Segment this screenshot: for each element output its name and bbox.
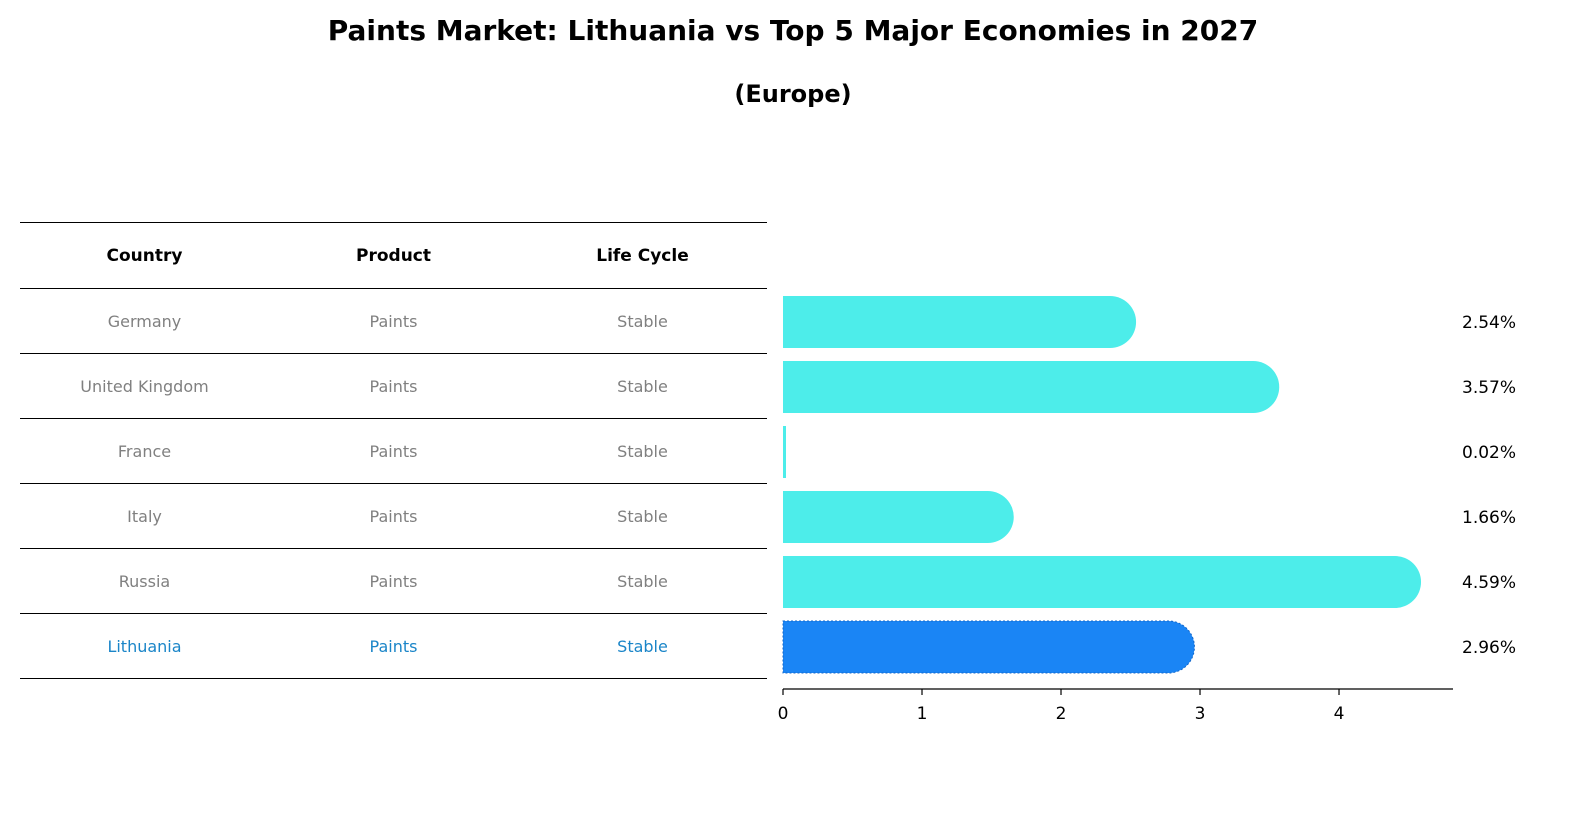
cell-product: Paints xyxy=(369,506,418,526)
chart-subtitle: (Europe) xyxy=(734,80,852,108)
bar-italy xyxy=(783,491,1014,543)
table-row: Germany Paints Stable xyxy=(20,289,767,354)
bar-united-kingdom xyxy=(783,361,1280,413)
value-label-france: 0.02% xyxy=(1462,443,1516,463)
bar-russia xyxy=(783,556,1422,608)
cell-product: Paints xyxy=(369,636,418,656)
table-row: France Paints Stable xyxy=(20,419,767,484)
cell-life-cycle: Stable xyxy=(617,441,668,461)
cell-country: Russia xyxy=(118,571,171,591)
cell-country: United Kingdom xyxy=(80,376,209,396)
bar-germany xyxy=(783,296,1137,348)
x-tick-label-1: 1 xyxy=(917,704,928,724)
x-tick-label-2: 2 xyxy=(1056,704,1067,724)
cell-life-cycle: Stable xyxy=(617,571,668,591)
data-table: Country Product Life Cycle Germany Paint… xyxy=(20,222,767,679)
bar-lithuania xyxy=(782,620,1195,674)
value-label-united-kingdom: 3.57% xyxy=(1462,378,1516,398)
cell-life-cycle: Stable xyxy=(617,636,668,656)
cell-country: Italy xyxy=(127,506,162,526)
table-header-row: Country Product Life Cycle xyxy=(20,222,767,289)
bar-france xyxy=(783,426,786,478)
bar-chart: 2.54% 3.57% 0.02% 1.66% 4.59% 2.96% 0 1 2 3 4 xyxy=(778,296,1516,724)
cell-country: France xyxy=(117,441,172,461)
cell-life-cycle: Stable xyxy=(617,376,668,396)
cell-product: Paints xyxy=(369,311,418,331)
x-tick-label-4: 4 xyxy=(1334,704,1345,724)
cell-product: Paints xyxy=(369,441,418,461)
header-life-cycle: Life Cycle xyxy=(596,245,689,266)
header-product: Product xyxy=(356,245,431,266)
value-label-italy: 1.66% xyxy=(1462,508,1516,528)
cell-product: Paints xyxy=(369,571,418,591)
cell-country: Germany xyxy=(107,311,182,331)
cell-life-cycle: Stable xyxy=(617,506,668,526)
cell-country: Lithuania xyxy=(107,636,182,656)
table-row: Italy Paints Stable xyxy=(20,484,767,549)
x-tick-label-0: 0 xyxy=(778,704,789,724)
value-label-lithuania: 2.96% xyxy=(1462,638,1516,658)
cell-product: Paints xyxy=(369,376,418,396)
header-country: Country xyxy=(106,245,183,266)
chart-title: Paints Market: Lithuania vs Top 5 Major … xyxy=(327,14,1259,47)
table-row: Russia Paints Stable xyxy=(20,549,767,614)
value-label-germany: 2.54% xyxy=(1462,313,1516,333)
value-label-russia: 4.59% xyxy=(1462,573,1516,593)
table-row: United Kingdom Paints Stable xyxy=(20,354,767,419)
x-tick-label-3: 3 xyxy=(1195,704,1206,724)
table-row-highlighted: Lithuania Paints Stable xyxy=(20,614,767,679)
cell-life-cycle: Stable xyxy=(617,311,668,331)
